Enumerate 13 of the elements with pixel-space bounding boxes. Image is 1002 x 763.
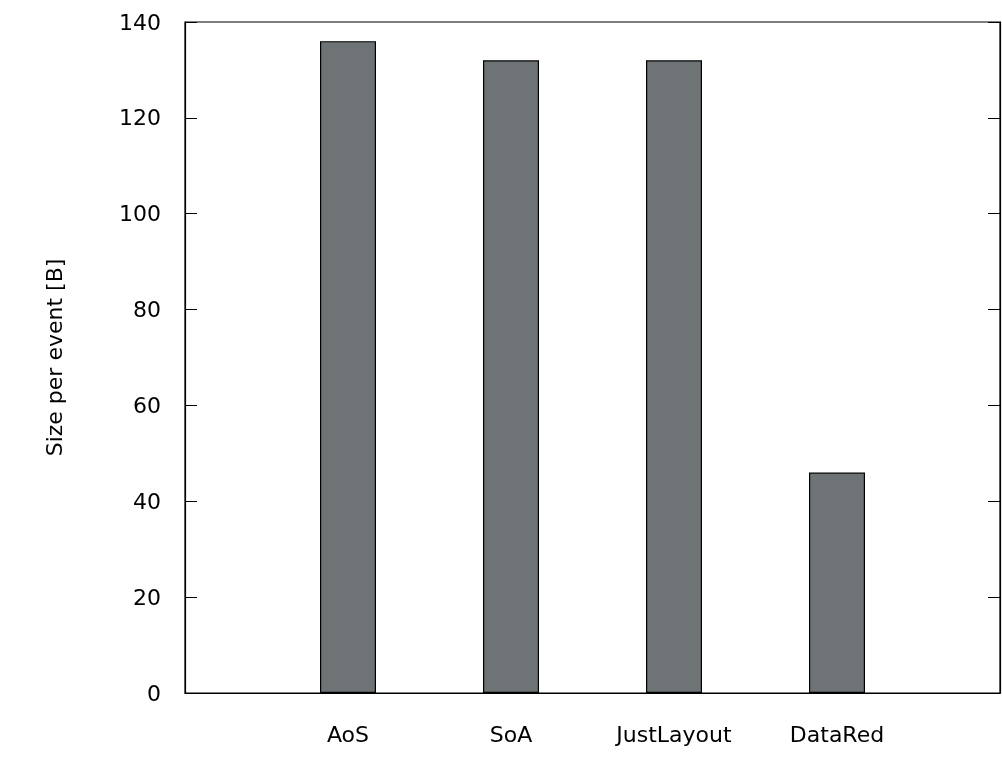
y-tick-label: 20 — [133, 584, 161, 610]
x-tick-label: DataRed — [789, 721, 885, 747]
x-tick-label: SoA — [489, 721, 533, 747]
y-tick-label: 40 — [133, 488, 161, 514]
x-tick-label: JustLayout — [614, 721, 733, 747]
y-tick-label: 0 — [147, 680, 161, 706]
y-tick-label: 120 — [119, 105, 161, 131]
x-tick-label: AoS — [326, 721, 370, 747]
y-tick-label: 60 — [133, 392, 161, 418]
y-axis-title: Size per event [B] — [41, 258, 67, 457]
y-tick-label: 80 — [133, 297, 161, 323]
y-tick-label: 140 — [119, 9, 161, 35]
y-tick-label: 100 — [119, 201, 161, 227]
